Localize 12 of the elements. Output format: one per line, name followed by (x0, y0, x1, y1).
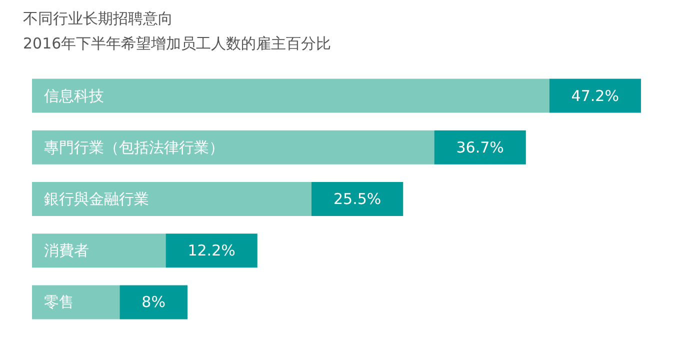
y-tick-label: 專門行業（包括法律行業） (44, 138, 224, 156)
y-tick-label: 銀行與金融行業 (44, 190, 149, 208)
y-tick-label: 信息科技 (44, 86, 104, 105)
y-tick-label: 零售 (44, 293, 74, 312)
data-label: 36.7% (456, 138, 504, 156)
data-label: 8% (142, 293, 166, 312)
y-tick-label: 消費者 (44, 242, 89, 260)
data-label: 12.2% (188, 242, 236, 260)
data-label: 47.2% (571, 86, 619, 105)
chart-title: 不同行业长期招聘意向 (23, 10, 173, 28)
chart-subtitle: 2016年下半年希望增加员工人数的雇主百分比 (23, 34, 332, 52)
data-label: 25.5% (333, 190, 382, 208)
